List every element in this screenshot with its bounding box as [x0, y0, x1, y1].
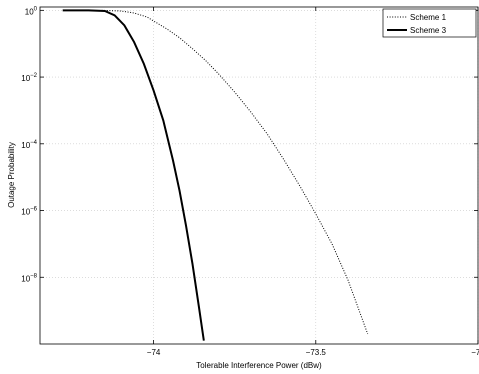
y-tick-label: 10−2	[21, 73, 37, 83]
legend-label-scheme-1: Scheme 1	[410, 13, 447, 22]
y-tick-label: 10−6	[21, 207, 37, 217]
legend-box	[382, 8, 477, 38]
axis-ticks: −74 −73.5 −73 100 10−2 10−4 10−6 10−8	[21, 6, 479, 357]
series-line-scheme-1	[101, 9, 369, 335]
legend: Scheme 1 Scheme 3	[382, 8, 477, 38]
grid	[40, 7, 479, 344]
y-tick-label: 10−8	[21, 273, 37, 283]
legend-label-scheme-3: Scheme 3	[410, 26, 447, 35]
y-tick-label: 100	[25, 6, 38, 16]
plot-frame	[39, 6, 479, 345]
y-tick-label: 10−4	[21, 140, 37, 150]
series-line-scheme-3	[62, 9, 205, 341]
x-tick-label: −73.5	[306, 348, 327, 357]
y-axis-label: Outage Probability	[7, 142, 16, 208]
series-lines	[62, 9, 369, 341]
x-axis-label: Tolerable Interference Power (dBw)	[196, 361, 322, 370]
x-tick-label: −74	[147, 348, 161, 357]
x-tick-label: −73	[471, 348, 479, 357]
